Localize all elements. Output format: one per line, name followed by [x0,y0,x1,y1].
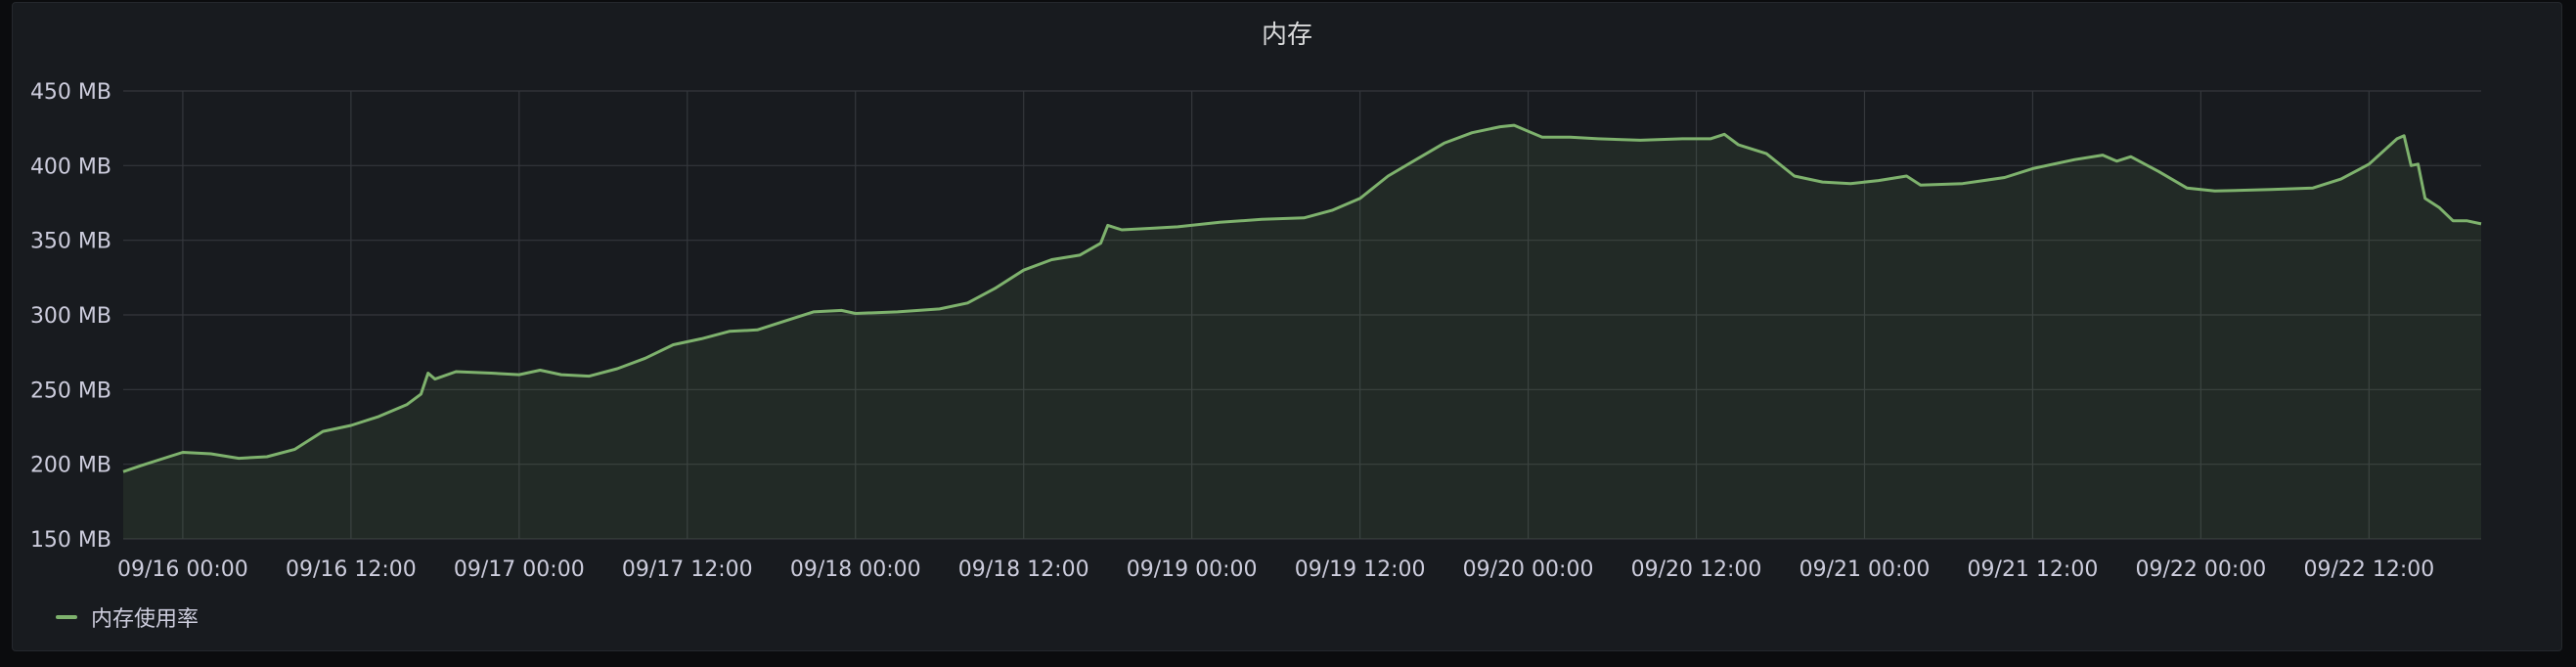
y-tick-label: 150 MB [30,528,111,553]
x-tick-label: 09/16 12:00 [286,557,417,582]
legend[interactable]: 内存使用率 [56,601,199,633]
legend-swatch [56,615,77,619]
y-tick-label: 350 MB [30,230,111,254]
y-tick-label: 450 MB [30,80,111,105]
x-tick-label: 09/22 00:00 [2136,557,2267,582]
y-tick-label: 400 MB [30,155,111,179]
x-tick-label: 09/19 12:00 [1295,557,1426,582]
x-tick-label: 09/20 00:00 [1463,557,1594,582]
series-line [122,123,2482,473]
x-tick-label: 09/19 00:00 [1127,557,1258,582]
x-tick-label: 09/17 12:00 [622,557,753,582]
x-tick-label: 09/17 00:00 [454,557,585,582]
grid [123,90,2481,540]
x-tick-label: 09/21 00:00 [1799,557,1931,582]
chart-panel: 内存 150 MB 200 MB 250 MB 300 MB 350 MB 400 MB 4… [12,2,2562,651]
x-tick-label: 09/20 12:00 [1631,557,1762,582]
x-tick-label: 09/16 00:00 [117,557,248,582]
x-tick-label: 09/21 12:00 [1968,557,2099,582]
y-axis-ticks: 150 MB 200 MB 250 MB 300 MB 350 MB 400 MB 450 … [30,80,111,553]
x-tick-label: 09/18 00:00 [790,557,921,582]
y-tick-label: 300 MB [30,304,111,329]
y-tick-label: 250 MB [30,378,111,403]
y-tick-label: 200 MB [30,454,111,478]
panel-title: 内存 [1261,21,1312,50]
x-axis-ticks: 09/16 00:00 09/16 12:00 09/17 00:00 09/17 1… [117,557,2434,582]
x-tick-label: 09/18 12:00 [958,557,1089,582]
x-tick-label: 09/22 12:00 [2303,557,2434,582]
legend-label: 内存使用率 [91,607,200,632]
memory-chart: 150 MB 200 MB 250 MB 300 MB 350 MB 400 MB 450 … [30,80,2482,582]
series-area-fill [123,125,2481,539]
